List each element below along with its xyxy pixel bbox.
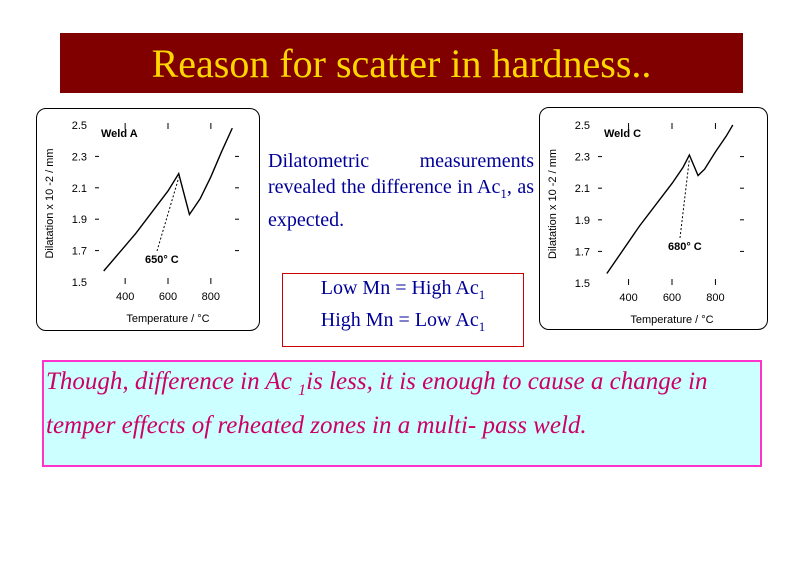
weld-a-y-tick-label: 2.1 [72, 183, 87, 195]
slide-title: Reason for scatter in hardness.. [151, 41, 652, 86]
weld-a-y-tick-label: 1.7 [72, 246, 87, 258]
weld-a-weld-label: Weld A [101, 128, 138, 140]
weld-a-y-tick-label: 1.5 [72, 277, 87, 289]
weld-a-y-tick-label: 1.9 [72, 214, 87, 226]
mn-relation-box: Low Mn = High Ac1 High Mn = Low Ac1 [282, 273, 524, 347]
weld-c-y-tick-label: 2.3 [575, 152, 590, 164]
weld-c-y-axis-label: Dilatation x 10 -2 / mm [547, 149, 559, 259]
conclusion-text: Though, difference in Ac 1is less, it is… [46, 364, 762, 444]
conclusion-note: Though, difference in Ac 1is less, it is… [42, 360, 762, 467]
weld-c-annotation-pointer [679, 158, 690, 239]
dilatometric-statement: Dilatometric measurements revealed the d… [268, 148, 534, 233]
conclusion-subscript: 1 [298, 381, 307, 399]
weld-c-x-tick-label: 800 [706, 292, 724, 304]
weld-a-annotation-pointer [156, 177, 180, 252]
weld-c-dilatation-curve [606, 124, 734, 274]
conclusion-text-start: Though, difference in Ac [46, 368, 299, 395]
title-bar: Reason for scatter in hardness.. [60, 33, 743, 93]
weld-a-y-axis-label: Dilatation x 10 -2 / mm [44, 148, 56, 258]
low-mn-subscript: 1 [478, 287, 486, 302]
high-mn-text: High Mn = Low Ac [320, 309, 479, 331]
weld-c-x-tick-label: 600 [663, 292, 681, 304]
weld-c-y-tick-label: 2.5 [575, 120, 590, 132]
weld-c-weld-label: Weld C [604, 128, 641, 140]
mn-relation-line-1: Low Mn = High Ac1 [283, 277, 523, 303]
weld-a-y-tick-label: 2.5 [72, 120, 87, 132]
weld-c-x-axis-label: Temperature / °C [630, 314, 713, 326]
weld-a-ac1-annotation: 650° C [145, 254, 179, 266]
high-mn-subscript: 1 [478, 319, 486, 334]
statement-subscript: 1 [500, 186, 507, 201]
graph-weld-a: 2.5 2.3 2.1 1.9 1.7 1.5 400 600 800 Temperature /… [36, 108, 260, 331]
weld-c-ac1-annotation: 680° C [668, 241, 702, 253]
weld-a-x-axis-label: Temperature / °C [126, 313, 209, 325]
weld-c-x-tick-label: 400 [619, 292, 637, 304]
graph-weld-a-svg: 2.5 2.3 2.1 1.9 1.7 1.5 400 600 800 Temperature /… [44, 120, 239, 325]
mn-relation-line-2: High Mn = Low Ac1 [283, 309, 523, 335]
low-mn-text: Low Mn = High Ac [320, 277, 479, 299]
graph-weld-c-svg: 2.5 2.3 2.1 1.9 1.7 1.5 400 600 800 Temperature /… [547, 120, 744, 326]
weld-a-x-tick-label: 400 [116, 291, 134, 303]
statement-text-end: , as expected. [268, 176, 534, 231]
conclusion-text-end: is less, it is enough to cause a change … [46, 368, 708, 439]
weld-a-x-tick-label: 600 [159, 291, 177, 303]
weld-c-y-tick-label: 1.9 [575, 215, 590, 227]
weld-a-x-tick-label: 800 [202, 291, 220, 303]
statement-text: Dilatometric measurements revealed the d… [268, 150, 534, 198]
weld-a-y-tick-label: 2.3 [72, 151, 87, 163]
weld-c-y-tick-label: 1.5 [575, 278, 590, 290]
weld-c-y-tick-label: 1.7 [575, 246, 590, 258]
weld-c-y-tick-label: 2.1 [575, 183, 590, 195]
weld-a-dilatation-curve [103, 127, 233, 272]
graph-weld-c: 2.5 2.3 2.1 1.9 1.7 1.5 400 600 800 Temperature /… [539, 107, 768, 330]
